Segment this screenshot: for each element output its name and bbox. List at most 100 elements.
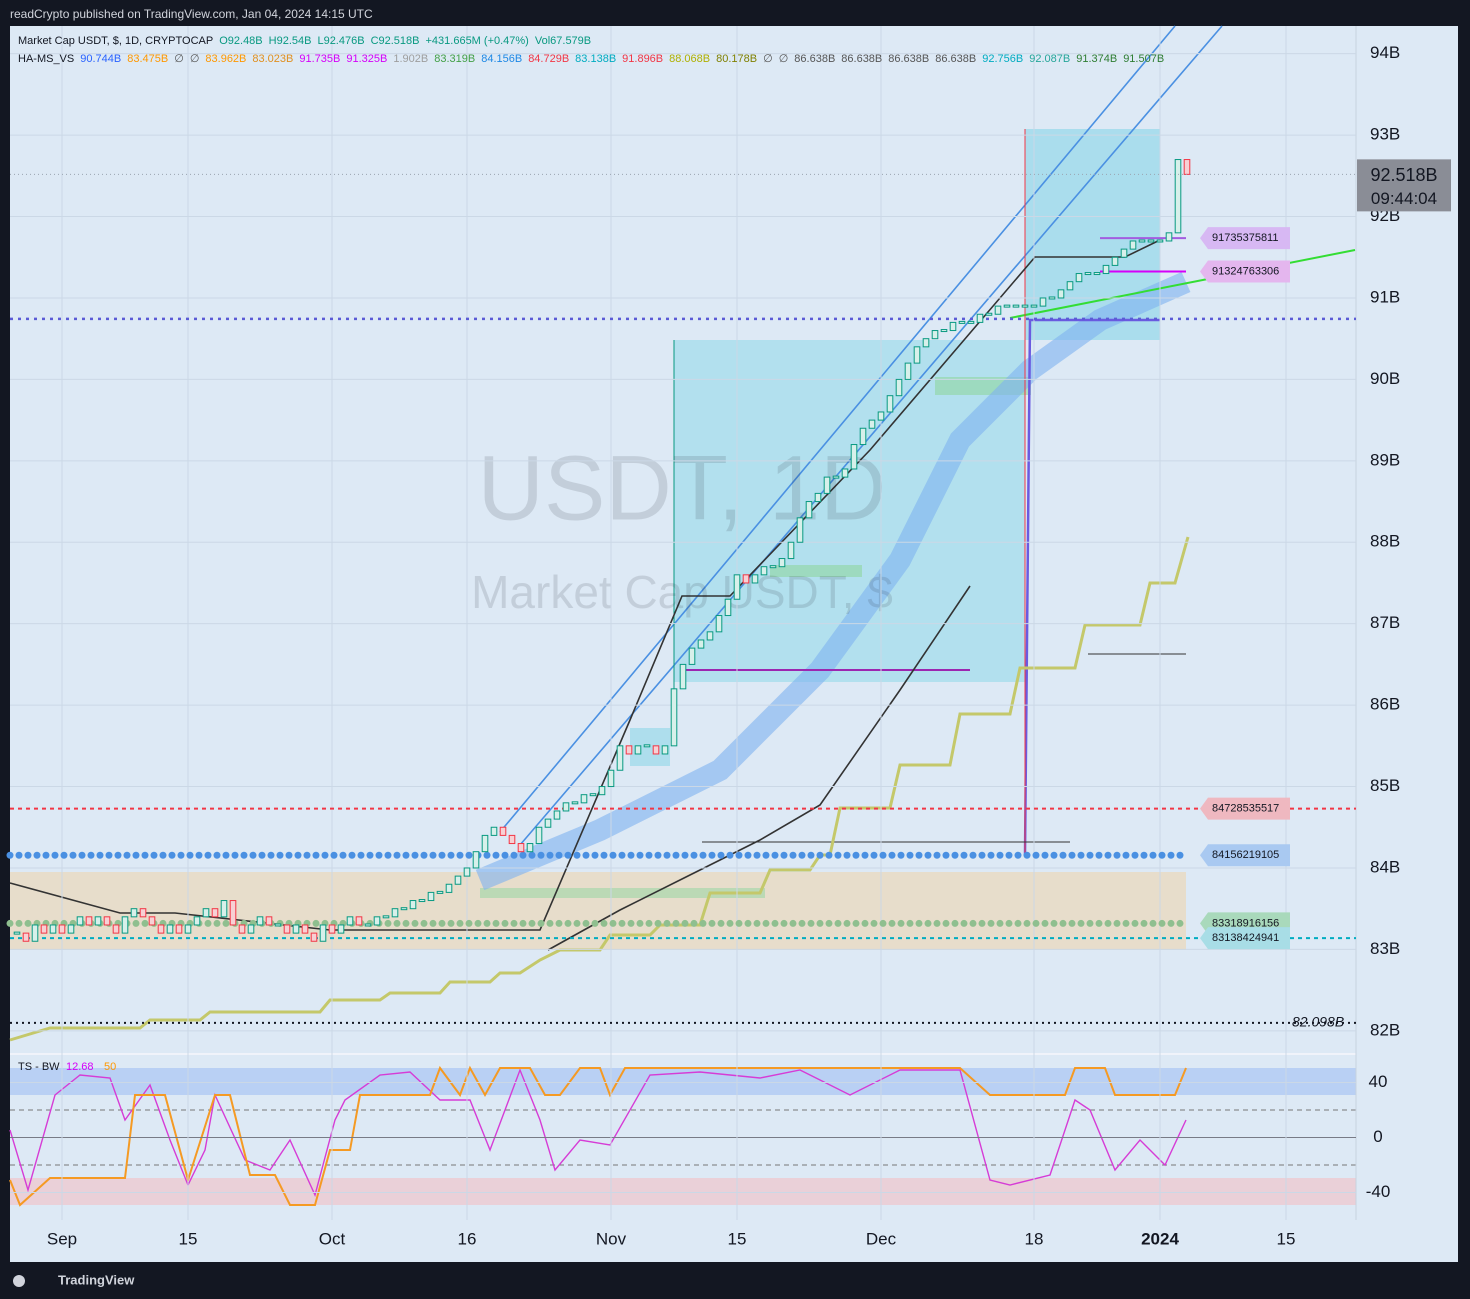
level-dot: [906, 919, 914, 927]
level-dot: [771, 919, 779, 927]
level-dot: [906, 851, 914, 859]
level-dot: [744, 919, 752, 927]
indicator-value: 92.756B: [982, 53, 1024, 65]
level-dot: [204, 851, 212, 859]
candle: [913, 346, 921, 364]
candle: [1084, 272, 1092, 276]
y-tick-label: 89B: [1370, 450, 1400, 469]
indicator-value: 84.729B: [528, 53, 570, 65]
candle: [193, 916, 201, 926]
level-dot: [609, 851, 617, 859]
level-dot: [195, 851, 203, 859]
level-dot: [1131, 851, 1139, 859]
candle: [346, 916, 354, 926]
level-dot: [1050, 919, 1058, 927]
level-dot: [618, 851, 626, 859]
candle: [535, 826, 543, 845]
level-label-box: [1200, 260, 1290, 283]
indicator-name: HA-MS_VS: [18, 53, 75, 65]
x-tick-label: Nov: [596, 1229, 627, 1248]
indicator-value: 83.475B: [127, 53, 169, 65]
level-dot: [915, 919, 923, 927]
level-dot: [186, 851, 194, 859]
level-dot: [1059, 851, 1067, 859]
indicator-value: 83.319B: [434, 53, 476, 65]
level-dot: [960, 919, 968, 927]
level-dot: [456, 919, 464, 927]
level-dot: [717, 919, 725, 927]
candle: [1156, 239, 1164, 243]
ohlc-value: L92.476B: [317, 35, 365, 47]
level-label-box: [1200, 927, 1290, 950]
level-dot: [969, 919, 977, 927]
level-dot: [672, 851, 680, 859]
level-dot: [528, 851, 536, 859]
level-dot: [222, 919, 230, 927]
level-dot: [861, 851, 869, 859]
y-tick-label: 84B: [1370, 857, 1400, 876]
candle: [301, 924, 309, 934]
level-dot: [339, 851, 347, 859]
level-dot: [1122, 919, 1130, 927]
level-dot: [276, 851, 284, 859]
indicator-value: 91.735B: [299, 53, 341, 65]
level-dot: [483, 851, 491, 859]
candle: [562, 802, 570, 812]
x-tick-label: 15: [179, 1229, 198, 1248]
candle: [571, 801, 579, 805]
candle: [490, 826, 498, 836]
candle: [49, 924, 57, 934]
level-dot: [843, 851, 851, 859]
candle: [85, 916, 93, 926]
level-dot: [636, 851, 644, 859]
level-dot: [285, 851, 293, 859]
level-dot: [1086, 851, 1094, 859]
level-dot: [1167, 919, 1175, 927]
candle: [157, 924, 165, 934]
level-dot: [321, 851, 329, 859]
level-dot: [582, 919, 590, 927]
candle: [1174, 159, 1182, 234]
level-dot: [897, 851, 905, 859]
indicator-value: 83.962B: [205, 53, 247, 65]
level-dot: [213, 919, 221, 927]
level-dot: [627, 851, 635, 859]
level-dot: [762, 851, 770, 859]
x-tick-label: Dec: [866, 1229, 897, 1248]
candle: [634, 745, 642, 755]
level-dot: [825, 919, 833, 927]
indicator-value: ∅: [778, 53, 789, 65]
candle: [229, 900, 237, 926]
indicator-value: 91.374B: [1076, 53, 1118, 65]
channel: [499, 25, 1176, 833]
level-dot: [33, 851, 41, 859]
candle: [697, 639, 705, 649]
candle: [274, 923, 282, 927]
candle: [895, 378, 903, 397]
candle: [22, 932, 30, 942]
candle: [76, 916, 84, 926]
level-dot: [519, 919, 527, 927]
candle: [148, 916, 156, 926]
candle: [670, 688, 678, 747]
level-dot: [456, 851, 464, 859]
candle: [499, 826, 507, 836]
candle: [760, 566, 768, 576]
candle: [778, 558, 786, 568]
level-dot: [636, 919, 644, 927]
level-dot: [1149, 919, 1157, 927]
level-label-box: [1200, 844, 1290, 867]
candle: [733, 574, 741, 600]
level-dot: [492, 851, 500, 859]
level-dot: [924, 851, 932, 859]
level-dot: [15, 851, 23, 859]
level-dot: [1014, 919, 1022, 927]
level-dot: [699, 919, 707, 927]
indicator-value: 90.744B: [80, 53, 122, 65]
level-dot: [807, 919, 815, 927]
candle: [643, 744, 651, 748]
step: [9, 239, 1161, 931]
level-dot: [1176, 919, 1184, 927]
ohlc-value: +431.665M (+0.47%): [425, 35, 529, 47]
osc-param: 12.68: [66, 1061, 94, 1073]
